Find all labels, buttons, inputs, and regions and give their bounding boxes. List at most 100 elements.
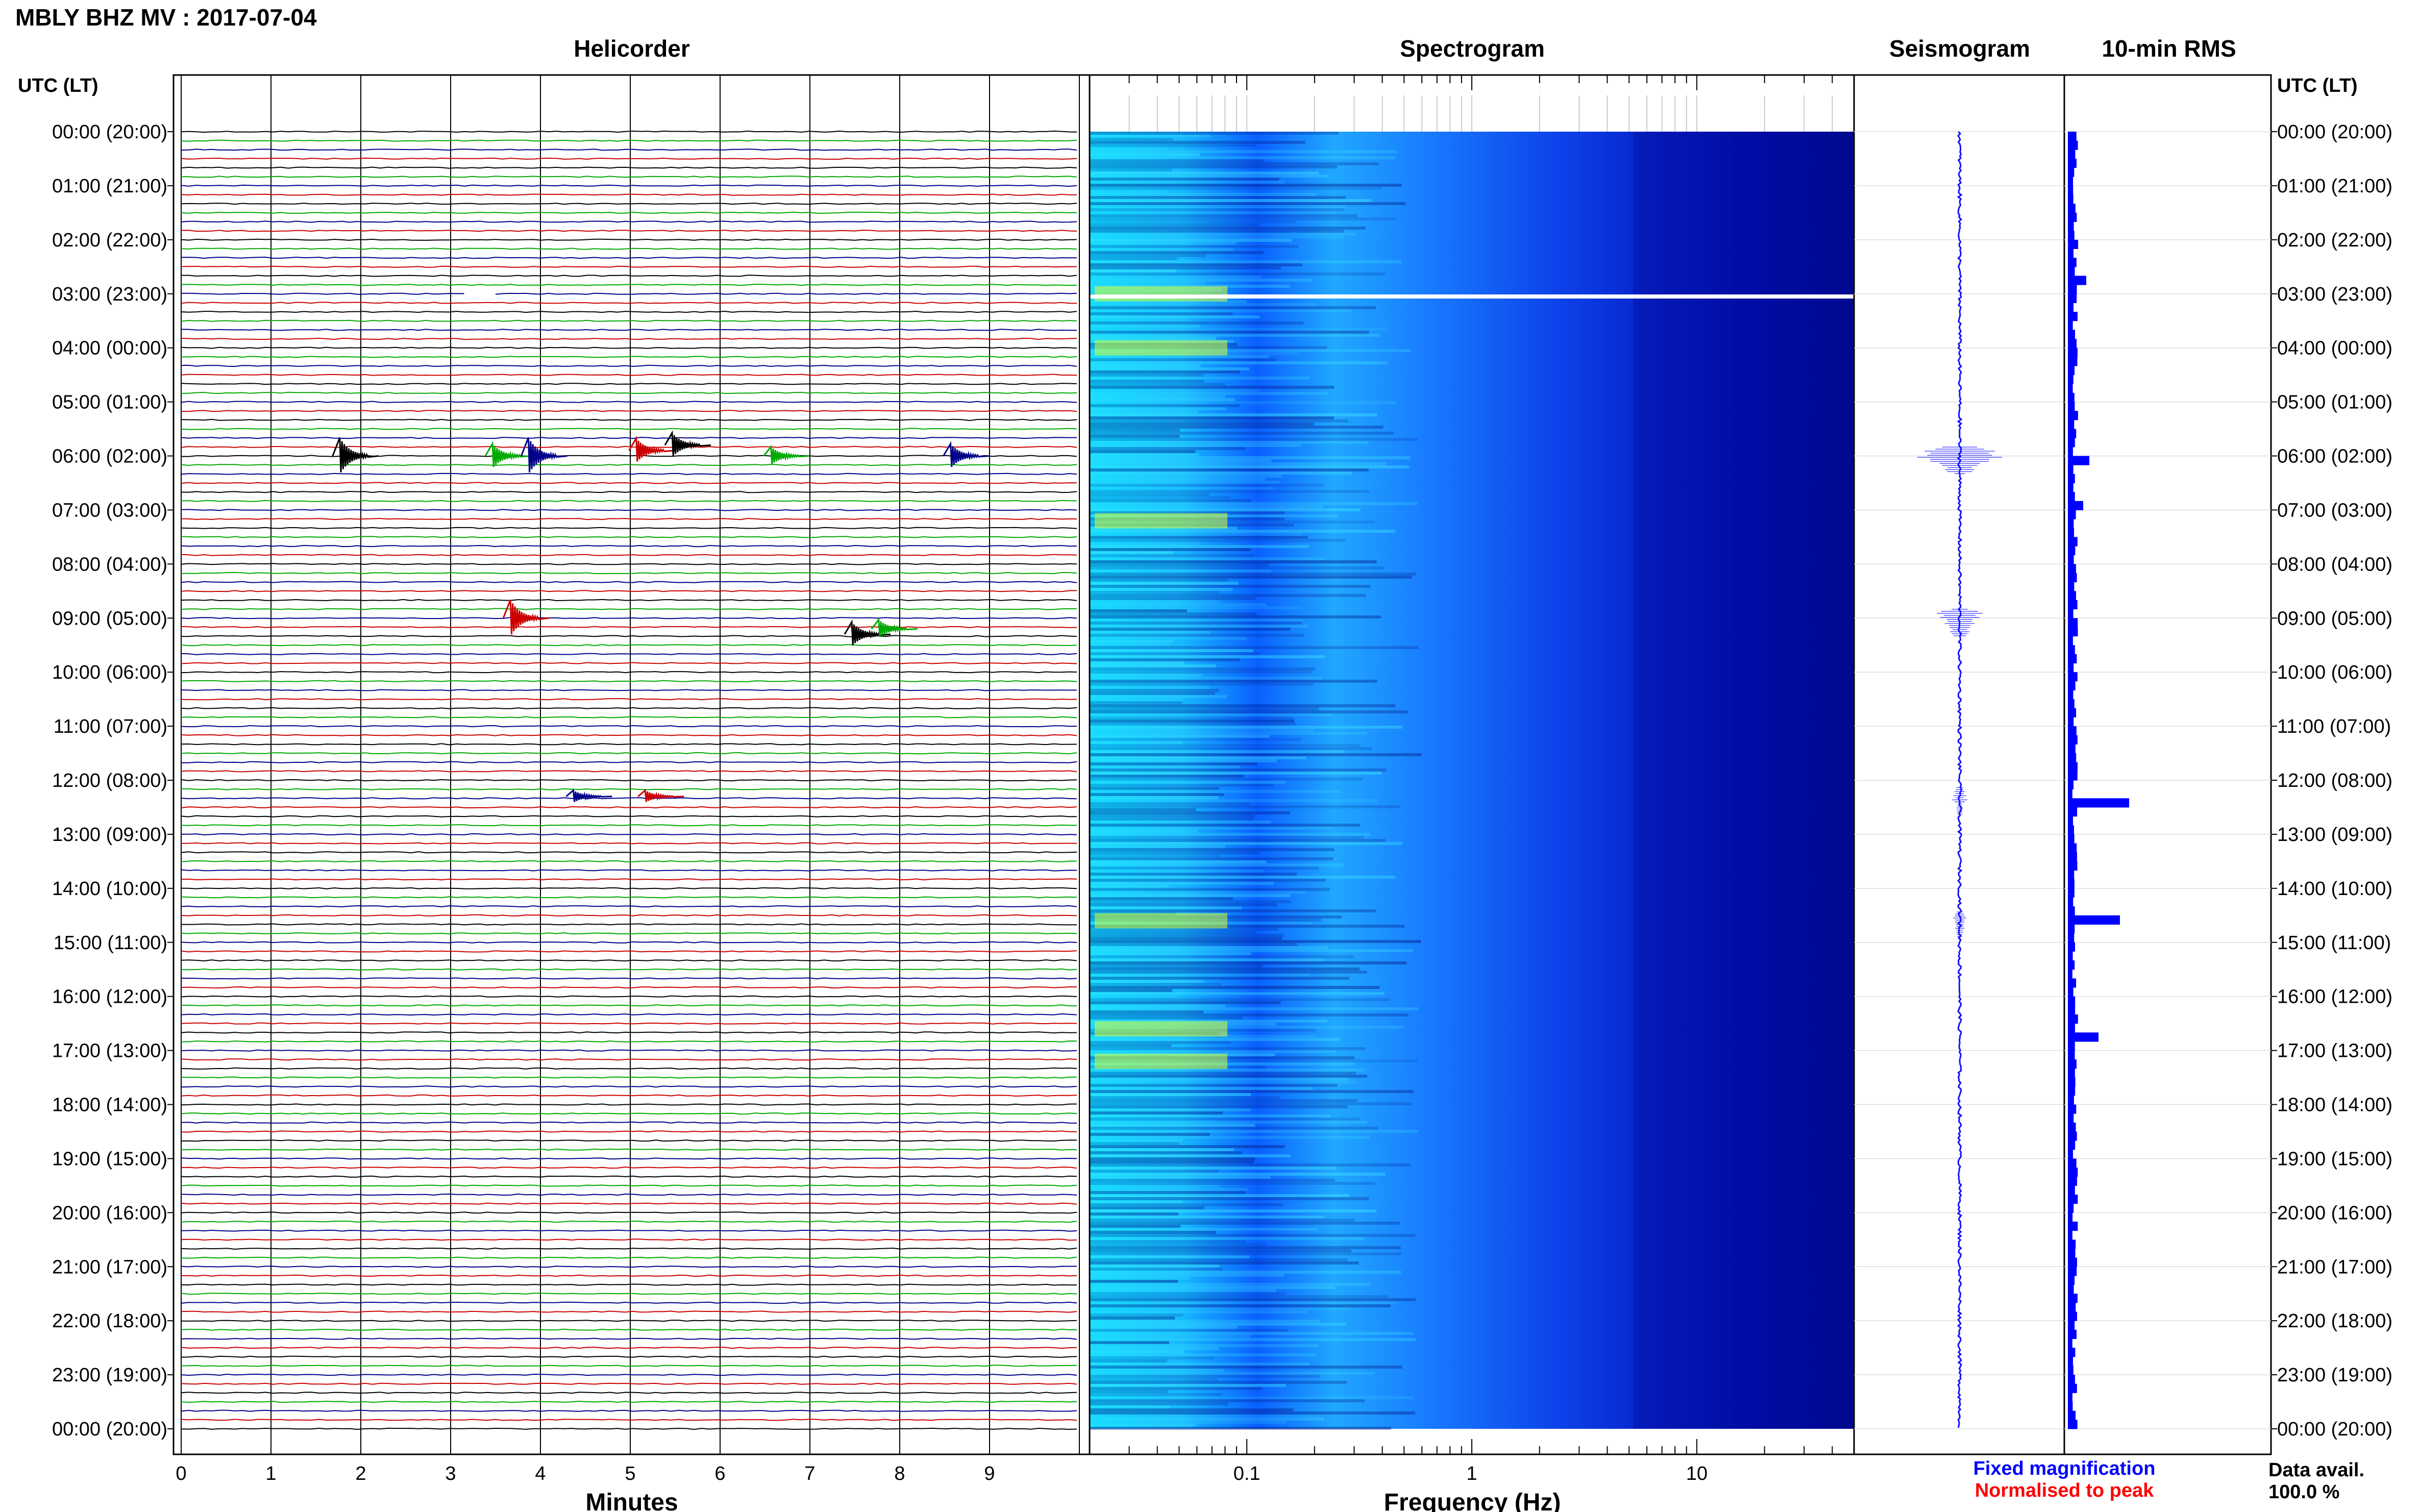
- rms-bar: [2068, 1402, 2073, 1411]
- helicorder-trace: [181, 1409, 1077, 1412]
- spectrogram-streak: [1090, 940, 1421, 943]
- spectrogram-streak: [1090, 1075, 1368, 1078]
- spectrogram-streak: [1090, 377, 1310, 380]
- spectrogram-streak: [1090, 1304, 1391, 1307]
- spectrogram-streak: [1090, 224, 1260, 227]
- spectrogram-streak: [1090, 1041, 1231, 1044]
- helicorder-trace: [181, 1103, 1077, 1106]
- spectrogram-streak: [1090, 1013, 1409, 1017]
- spectrogram-streak: [1090, 588, 1233, 591]
- rms-bar: [2068, 816, 2074, 826]
- time-label-left: 19:00 (15:00): [52, 1148, 167, 1170]
- spectrogram-streak: [1090, 683, 1313, 686]
- helicorder-event: [628, 435, 675, 462]
- spectrogram-streak: [1090, 615, 1381, 618]
- helicorder-trace: [181, 635, 1077, 637]
- spectrogram-streak: [1090, 637, 1247, 640]
- spectrogram-streak: [1090, 560, 1377, 563]
- rms-bar: [2068, 384, 2073, 393]
- spectrogram-streak: [1090, 315, 1260, 318]
- spectrogram-streak: [1090, 1234, 1416, 1237]
- spectrogram-streak: [1090, 276, 1262, 279]
- rms-bar: [2068, 348, 2078, 357]
- rms-bar: [2068, 249, 2074, 258]
- frequency-tick-label: 10: [1686, 1463, 1708, 1484]
- rms-bar: [2068, 1366, 2074, 1375]
- helicorder-trace: [181, 527, 1077, 529]
- helicorder-trace: [181, 310, 1077, 313]
- spectrogram-streak: [1090, 1007, 1419, 1010]
- helicorder-trace: [181, 473, 1077, 475]
- frequency-axis-title: Frequency (Hz): [1384, 1489, 1561, 1512]
- spectrogram-streak: [1090, 931, 1256, 934]
- helicorder-trace: [181, 1175, 1077, 1178]
- spectrogram-streak: [1090, 269, 1176, 272]
- spectrogram-high-energy: [1095, 1053, 1227, 1069]
- rms-bar: [2068, 438, 2075, 448]
- spectrogram-streak: [1090, 643, 1171, 646]
- helicorder-frame: [172, 74, 1091, 1455]
- spectrogram-streak: [1090, 1274, 1285, 1277]
- helicorder-trace: [181, 1067, 1077, 1070]
- spectrogram-streak: [1090, 1366, 1402, 1369]
- rms-bar: [2068, 150, 2076, 159]
- rms-bar: [2068, 798, 2129, 808]
- minute-tick-label: 9: [984, 1463, 995, 1484]
- helicorder-trace: [181, 923, 1077, 926]
- rms-bar: [2068, 258, 2077, 267]
- spectrogram-streak: [1090, 1301, 1397, 1304]
- helicorder-trace: [181, 644, 1077, 647]
- spectrogram-streak: [1090, 147, 1168, 150]
- spectrogram-streak: [1090, 600, 1220, 603]
- helicorder-trace: [181, 680, 1077, 682]
- spectrogram-streak: [1090, 799, 1378, 802]
- helicorder-trace: [181, 1373, 1077, 1376]
- helicorder-trace: [181, 265, 1077, 268]
- spectrogram-streak: [1090, 1127, 1378, 1130]
- spectrogram-streak: [1090, 230, 1344, 233]
- helicorder-trace: [181, 418, 1077, 422]
- spectrogram-streak: [1090, 1124, 1255, 1127]
- spectrogram-streak: [1090, 141, 1305, 144]
- spectrogram-streak: [1090, 453, 1199, 456]
- spectrogram-streak: [1090, 1240, 1246, 1243]
- rms-bar: [2068, 1240, 2076, 1249]
- rms-bar: [2068, 1077, 2076, 1087]
- spectrogram-streak: [1090, 355, 1269, 358]
- spectrogram-streak: [1090, 227, 1366, 230]
- spectrogram-streak: [1090, 260, 1402, 263]
- spectrogram-streak: [1090, 747, 1372, 750]
- helicorder-trace: [181, 851, 1077, 854]
- spectrogram-streak: [1090, 475, 1282, 478]
- spectrogram-streak: [1090, 536, 1308, 539]
- rms-bar: [2068, 834, 2075, 844]
- spectrogram-streak: [1090, 671, 1312, 674]
- spectrogram-streak: [1090, 358, 1277, 361]
- spectrogram-streak: [1090, 1182, 1375, 1185]
- spectrogram-streak: [1090, 435, 1180, 438]
- spectrogram-streak: [1090, 934, 1283, 937]
- helicorder-trace: [181, 824, 1077, 827]
- spectrogram-streak: [1090, 1203, 1283, 1206]
- spectrogram-streak: [1090, 548, 1251, 551]
- spectrogram-streak: [1090, 1237, 1365, 1240]
- rms-bar: [2068, 1302, 2076, 1312]
- helicorder-trace: [181, 247, 1077, 250]
- helicorder-trace: [181, 1058, 1077, 1061]
- spectrogram-streak: [1090, 634, 1304, 637]
- spectrogram-streak: [1090, 998, 1390, 1001]
- spectrogram-streak: [1090, 1200, 1182, 1203]
- spectrogram-streak: [1090, 716, 1294, 720]
- rms-bar: [2068, 339, 2077, 349]
- spectrogram-streak: [1090, 159, 1265, 162]
- helicorder-trace: [181, 959, 1077, 962]
- spectrogram-streak: [1090, 622, 1302, 625]
- spectrogram-streak: [1090, 1212, 1179, 1216]
- rms-bar: [2068, 365, 2075, 376]
- helicorder-trace: [181, 698, 1077, 701]
- spectrogram-streak: [1090, 1118, 1360, 1121]
- rms-bar: [2068, 942, 2076, 952]
- spectrogram-streak: [1090, 1384, 1286, 1387]
- spectrogram-streak: [1090, 1261, 1359, 1265]
- helicorder-trace: [181, 608, 1077, 610]
